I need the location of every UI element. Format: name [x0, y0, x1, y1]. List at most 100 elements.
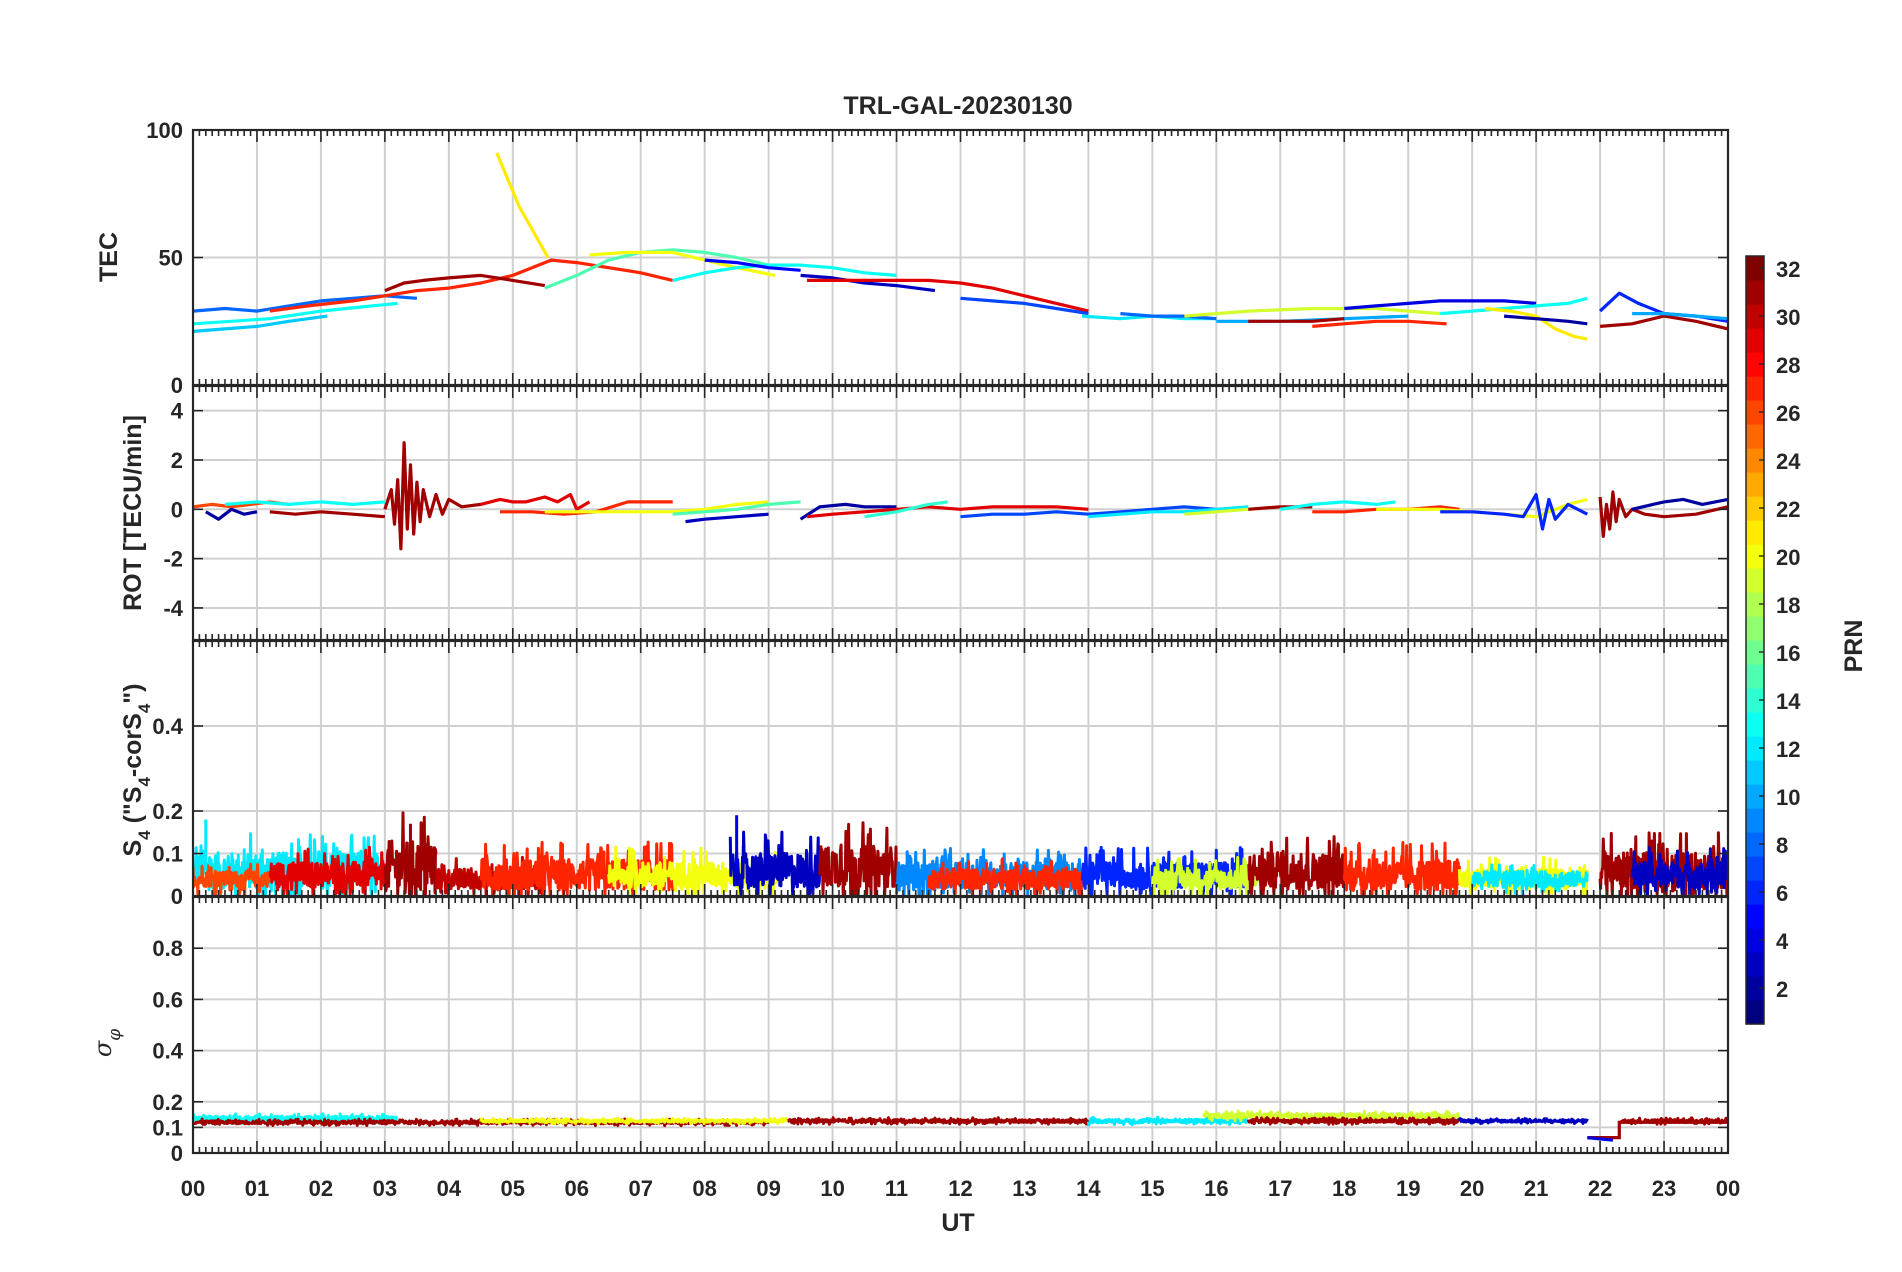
series-line-prn-7 [960, 296, 1089, 316]
colorbar-swatch-prn-8 [1746, 832, 1764, 857]
series-line-prn-5 [704, 258, 801, 272]
sigma-label-main: σ [89, 1040, 117, 1057]
colorbar-swatch-prn-12 [1746, 736, 1764, 761]
colorbar-swatch-prn-20 [1746, 544, 1764, 569]
series-noise-prn-19 [1202, 1109, 1461, 1123]
x-tick-label: 14 [1076, 1176, 1101, 1201]
y-axis-label-sigma-text: σφ [89, 1029, 125, 1057]
series-line-prn-3 [685, 512, 769, 524]
series-line-prn-10 [1632, 312, 1728, 321]
series-line-prn-27 [1312, 319, 1447, 328]
y-axis-label-tec: TEC [95, 232, 123, 282]
x-tick-label: 21 [1524, 1176, 1548, 1201]
series-group-tec [193, 152, 1728, 341]
colorbar-swatch-prn-7 [1746, 856, 1764, 881]
x-tick-label: 16 [1204, 1176, 1228, 1201]
series-line-prn-3 [800, 273, 936, 293]
x-tick-label: 19 [1396, 1176, 1420, 1201]
y-tick-label: 0.2 [152, 799, 183, 824]
colorbar-swatch-prn-32 [1746, 256, 1764, 281]
y-tick-label: 4 [171, 399, 184, 424]
x-tick-label: 15 [1140, 1176, 1164, 1201]
series-line-prn-20 [544, 500, 769, 514]
y-tick-label: -2 [163, 547, 183, 572]
x-tick-label: 00 [181, 1176, 205, 1201]
panel-sigma-phi: 00.10.2 0.4 0.6 0.8 [152, 895, 1730, 1166]
x-tick-label: 05 [501, 1176, 525, 1201]
series-line-prn-31 [1248, 317, 1345, 323]
colorbar-frame [1745, 255, 1765, 1025]
sigma-label-sub: φ [105, 1029, 125, 1041]
y-tick-label: -4 [163, 596, 183, 621]
series-line-prn-2 [1631, 497, 1728, 511]
x-tick-label: 07 [628, 1176, 652, 1201]
series-noise-prn-31 [1246, 1116, 1461, 1126]
axes-frame-sigma_phi [191, 895, 1730, 1155]
series-line-prn-31 [1598, 490, 1728, 539]
y-axis-label-s4-text: S4 ("S4-corS4") [119, 684, 154, 857]
colorbar-tick-label: 2 [1776, 977, 1788, 1002]
y-axis-label-sigma: σφ [89, 1029, 125, 1057]
colorbar-swatch-prn-3 [1746, 952, 1764, 977]
colorbar-swatch-prn-15 [1746, 664, 1764, 689]
x-tick-label: 08 [692, 1176, 716, 1201]
colorbar-tick-label: 24 [1776, 449, 1801, 474]
colorbar-tick-label: 32 [1776, 257, 1800, 282]
colorbar-swatch-prn-19 [1746, 568, 1764, 593]
s4-label-sub3: 4 [135, 703, 154, 713]
series-line-prn-4 [1344, 299, 1537, 311]
series-noise-prn-29 [268, 845, 387, 896]
series-noise-prn-31 [383, 811, 438, 896]
colorbar-swatch-prn-23 [1746, 472, 1764, 497]
chart-title: TRL-GAL-20230130 [843, 92, 1072, 120]
colorbar-swatch-prn-22 [1746, 496, 1764, 521]
series-line-prn-14 [864, 500, 948, 519]
colorbar-swatch-prn-2 [1746, 976, 1764, 1001]
colorbar-tick-label: 20 [1776, 545, 1800, 570]
series-line-prn-21 [495, 152, 550, 259]
series-noise-prn-20 [479, 1116, 789, 1126]
y-tick-label: 0.2 [152, 1090, 183, 1115]
series-noise-prn-12 [1086, 1115, 1250, 1127]
x-tick-label: 10 [820, 1176, 844, 1201]
colorbar-swatch-prn-13 [1746, 712, 1764, 737]
colorbar-swatch-prn-29 [1746, 328, 1764, 353]
y-tick-label: 100 [146, 118, 183, 143]
series-line-prn-29 [480, 492, 591, 511]
y-tick-label: 0.4 [152, 1039, 183, 1064]
s4-label-main: S [119, 840, 147, 857]
series-line-prn-27 [269, 258, 674, 313]
s4-label-mid: ("S [119, 787, 147, 831]
series-line-prn-7 [960, 505, 1217, 519]
series-step-prn-4 [1587, 1136, 1614, 1142]
colorbar-tick-label: 28 [1776, 353, 1800, 378]
x-tick-label: 12 [948, 1176, 972, 1201]
colorbar-swatch-prn-5 [1746, 904, 1764, 929]
y-axis-label-rot-text: ROT [TECU/min] [119, 415, 147, 611]
series-line-prn-29 [806, 505, 1089, 519]
series-line-prn-31 [1599, 314, 1728, 331]
y-tick-label: 0.8 [152, 936, 183, 961]
colorbar-tick-label: 18 [1776, 593, 1800, 618]
series-line-prn-13 [193, 301, 398, 326]
colorbar-tick-label: 4 [1776, 929, 1789, 954]
series-noise-prn-31 [1247, 835, 1346, 896]
series-group-sigma_phi [193, 1109, 1728, 1142]
colorbar-tick-label: 8 [1776, 833, 1788, 858]
series-line-prn-2 [204, 507, 258, 521]
y-tick-label: 0 [171, 884, 183, 909]
colorbar-swatch-prn-28 [1746, 352, 1764, 377]
s4-label-end: ") [119, 684, 147, 704]
colorbar-swatch-prn-4 [1746, 928, 1764, 953]
y-tick-label: 50 [159, 246, 183, 271]
series-noise-prn-20 [607, 845, 783, 896]
x-tick-label: 04 [437, 1176, 462, 1201]
x-tick-label: 22 [1588, 1176, 1612, 1201]
colorbar-swatch-prn-21 [1746, 520, 1764, 545]
panel-tec: 0 50 100 [146, 118, 1730, 398]
colorbar-swatch-prn-26 [1746, 400, 1764, 425]
colorbar-swatch-prn-30 [1746, 304, 1764, 329]
series-line-prn-29 [807, 278, 1089, 313]
